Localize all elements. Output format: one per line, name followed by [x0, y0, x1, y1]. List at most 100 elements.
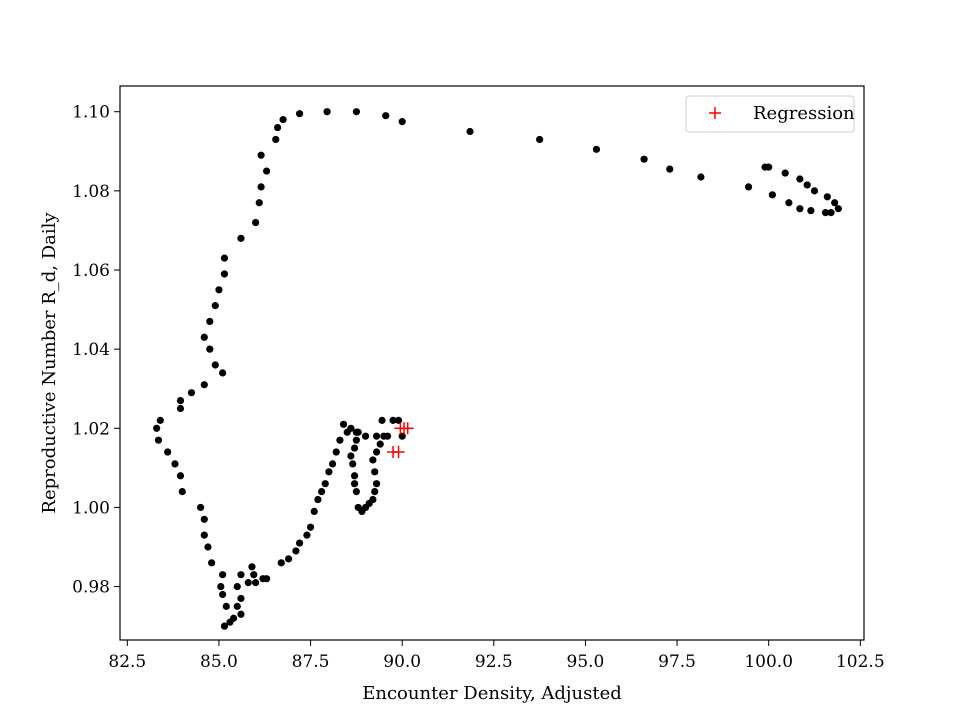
trajectory-point — [394, 416, 403, 424]
trajectory-point — [176, 404, 185, 413]
trajectory-point — [237, 234, 245, 242]
trajectory-point — [171, 460, 179, 468]
trajectory-point — [250, 571, 258, 579]
trajectory-point — [222, 602, 230, 610]
trajectory-point — [200, 333, 208, 341]
trajectory-point — [295, 110, 304, 118]
legend-marker-regression — [709, 107, 721, 119]
x-tick-label: 95.0 — [567, 652, 605, 672]
trajectory-point — [352, 436, 360, 444]
trajectory-point — [325, 468, 333, 476]
trajectory-point — [292, 547, 300, 555]
trajectory-point — [371, 488, 379, 496]
trajectory-point — [371, 468, 379, 476]
x-tick-label: 102.5 — [836, 652, 885, 672]
trajectory-point — [744, 183, 753, 191]
trajectory-point — [352, 428, 360, 436]
trajectory-point — [378, 416, 386, 424]
trajectory-point — [768, 191, 776, 199]
trajectory-point — [272, 135, 280, 144]
trajectory-point — [810, 187, 819, 195]
trajectory-point — [219, 571, 227, 579]
trajectory-point — [220, 270, 229, 278]
trajectory-point — [310, 507, 318, 515]
trajectory-point — [328, 460, 337, 468]
trajectory-point — [233, 582, 241, 591]
plot-frame — [119, 85, 865, 641]
trajectory-point — [255, 199, 263, 207]
trajectory-point — [176, 396, 185, 405]
y-tick-label: 1.00 — [72, 498, 110, 518]
trajectory-point — [215, 286, 223, 294]
trajectory-point — [317, 488, 326, 496]
trajectory-point — [164, 448, 172, 456]
trajectory-point — [382, 112, 390, 120]
trajectory-point — [156, 416, 164, 424]
legend-box — [685, 95, 855, 133]
trajectory-point — [219, 590, 227, 599]
trajectory-point — [248, 563, 256, 571]
trajectory-point — [277, 559, 285, 567]
trajectory-point — [380, 432, 388, 440]
trajectory-point — [257, 183, 265, 191]
x-tick-label: 97.5 — [658, 652, 696, 672]
trajectory-point — [200, 381, 208, 389]
legend: Regression — [685, 95, 855, 133]
trajectory-point — [252, 218, 260, 227]
trajectory-point — [200, 515, 208, 523]
trajectory-point — [831, 199, 839, 207]
trajectory-point — [352, 488, 360, 496]
trajectory-point — [369, 495, 377, 504]
legend-label-regression: Regression — [753, 103, 855, 124]
y-tick-label: 0.98 — [72, 578, 110, 598]
trajectory-point — [347, 452, 355, 460]
trajectory-point — [178, 488, 186, 496]
trajectory-point — [200, 531, 208, 539]
trajectory-point — [372, 448, 381, 456]
trajectory-point — [697, 173, 705, 181]
trajectory-point — [154, 436, 163, 444]
trajectory-point — [295, 539, 304, 547]
trajectory-point — [233, 602, 241, 610]
trajectory-point — [226, 618, 234, 626]
trajectory-point — [372, 480, 381, 488]
trajectory-point — [369, 456, 377, 464]
x-tick-label: 82.5 — [108, 652, 146, 672]
trajectory-point — [187, 389, 196, 397]
trajectory-point — [204, 543, 212, 551]
regression-point — [392, 446, 405, 459]
trajectory-point — [361, 432, 370, 440]
x-tick-label: 100.0 — [744, 652, 793, 672]
trajectory-point — [389, 416, 397, 424]
series-layer — [153, 108, 842, 630]
trajectory-point — [321, 480, 329, 488]
trajectory-point — [206, 345, 214, 353]
trajectory-point — [781, 169, 789, 177]
y-tick-label: 1.02 — [72, 419, 110, 439]
regression-point — [401, 422, 414, 435]
trajectory-point — [336, 436, 344, 444]
trajectory-point — [279, 116, 287, 124]
trajectory-point — [314, 495, 322, 504]
trajectory-point — [237, 610, 245, 618]
x-tick-label: 90.0 — [383, 652, 421, 672]
trajectory-point — [237, 594, 245, 603]
trajectory-point — [821, 209, 830, 217]
trajectory-point — [592, 145, 601, 153]
trajectory-point — [372, 432, 381, 440]
trajectory-point — [211, 361, 219, 369]
trajectory-point — [153, 424, 161, 432]
trajectory-point — [376, 440, 384, 448]
trajectory-point — [398, 118, 406, 126]
ticks-layer: 82.5 85.0 87.5 90.0 92.5 95.0 97.5 100.0 102.5 0.… — [72, 103, 885, 672]
trajectory-point — [339, 420, 348, 428]
trajectory-point — [666, 165, 674, 173]
trajectory-point — [273, 123, 282, 132]
trajectory-point — [352, 108, 360, 116]
trajectory-point — [785, 199, 793, 207]
x-tick-label: 85.0 — [200, 652, 238, 672]
trajectory-point — [259, 575, 267, 583]
trajectory-point — [349, 460, 357, 468]
trajectory-point — [350, 480, 359, 488]
y-tick-label: 1.10 — [72, 103, 110, 123]
